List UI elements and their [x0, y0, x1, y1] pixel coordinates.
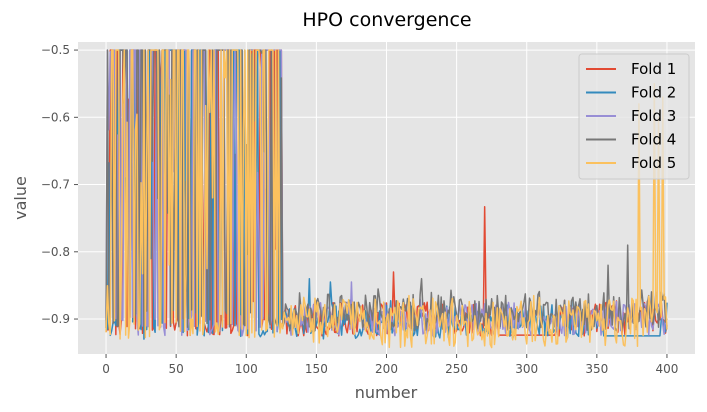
y-tick-label: −0.8	[41, 245, 70, 259]
y-tick-label: −0.5	[41, 43, 70, 57]
x-tick-label: 0	[102, 362, 110, 376]
y-tick-label: −0.6	[41, 110, 70, 124]
x-axis-label: number	[355, 383, 418, 402]
y-axis-ticks: −0.9 −0.8 −0.7 −0.6 −0.5	[41, 43, 78, 326]
x-axis-ticks: 0 50 100 150 200 250 300 350 400	[102, 354, 678, 376]
series-line-fold-5	[105, 49, 668, 349]
legend: Fold 1 Fold 2 Fold 3 Fold 4 Fold 5	[578, 53, 690, 180]
x-tick-label: 250	[445, 362, 468, 376]
x-tick-label: 100	[235, 362, 258, 376]
y-axis-label: value	[11, 176, 30, 220]
legend-label: Fold 3	[631, 107, 676, 125]
y-tick-label: −0.9	[41, 312, 70, 326]
x-tick-label: 350	[585, 362, 608, 376]
y-tick-label: −0.7	[41, 178, 70, 192]
series-lines	[105, 49, 668, 349]
x-tick-label: 150	[305, 362, 328, 376]
x-tick-label: 400	[656, 362, 679, 376]
x-tick-label: 200	[375, 362, 398, 376]
legend-box	[578, 53, 690, 180]
legend-label: Fold 1	[631, 60, 676, 78]
x-tick-label: 300	[515, 362, 538, 376]
legend-label: Fold 4	[631, 131, 676, 149]
x-tick-label: 50	[169, 362, 184, 376]
legend-label: Fold 2	[631, 84, 676, 102]
legend-label: Fold 5	[631, 154, 676, 172]
chart-title: HPO convergence	[302, 9, 471, 31]
